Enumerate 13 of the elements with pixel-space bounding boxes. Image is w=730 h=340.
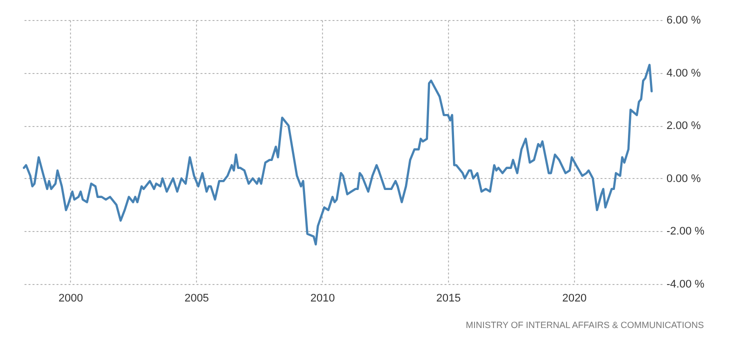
x-tick-label: 2005	[184, 292, 209, 304]
y-tick-label: -2.00 %	[666, 226, 705, 238]
text: MINISTRY OF INTERNAL AFFAIRS & COMMUNICATIONS	[466, 320, 704, 330]
x-tick-label: 2010	[310, 292, 335, 304]
y-tick-label: -4.00 %	[666, 278, 705, 290]
line-series	[22, 64, 653, 246]
x-tick-label: 2000	[58, 292, 83, 304]
x-tick-label: 2020	[562, 292, 587, 304]
y-tick-label: 2.00 %	[666, 120, 701, 132]
y-tick-label: 6.00 %	[666, 14, 701, 26]
y-tick-label: 0.00 %	[666, 172, 701, 185]
y-tick-label: 4.00 %	[666, 67, 701, 80]
x-tick-label: 2015	[436, 292, 461, 304]
